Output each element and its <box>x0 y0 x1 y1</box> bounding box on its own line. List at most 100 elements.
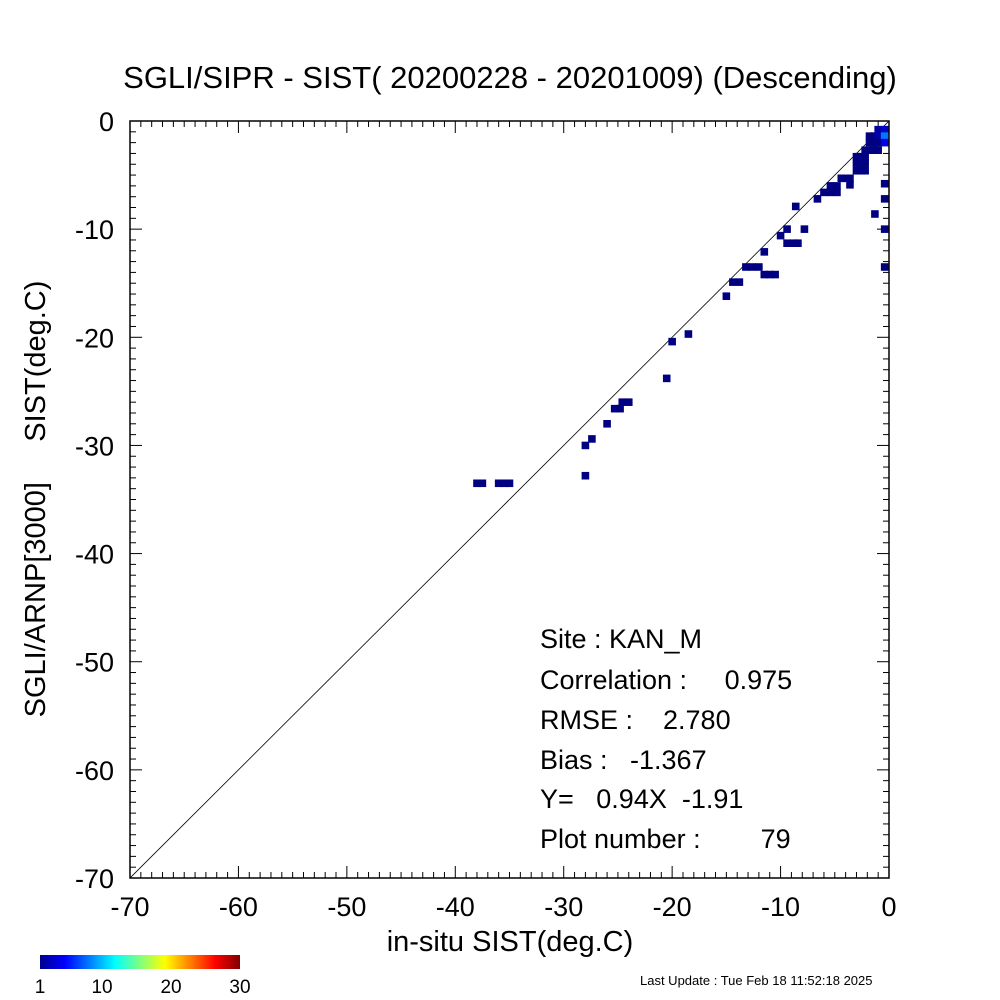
data-cell <box>662 374 671 383</box>
data-cell <box>760 248 769 256</box>
x-tick-label: -30 <box>544 892 583 922</box>
data-cell <box>748 263 757 271</box>
x-tick-label: -20 <box>653 892 692 922</box>
y-tick-label: -40 <box>75 540 114 570</box>
data-cell <box>880 263 889 271</box>
data-cell <box>494 479 503 488</box>
last-update-text: Last Update : Tue Feb 18 11:52:18 2025 <box>640 973 873 988</box>
data-cell <box>865 146 874 154</box>
data-cell <box>813 195 822 203</box>
x-tick-label: -70 <box>110 892 149 922</box>
data-cell <box>783 225 791 233</box>
data-cell <box>833 188 841 197</box>
y-tick-label: -30 <box>75 431 114 461</box>
data-cell <box>880 225 889 233</box>
data-cell <box>755 263 763 271</box>
colorbar-tick-label: 20 <box>160 977 181 998</box>
colorbar-tick-label: 30 <box>229 977 250 998</box>
data-cell <box>880 179 889 188</box>
y-tick-label: -50 <box>75 648 114 678</box>
data-cell <box>857 166 865 175</box>
data-cell <box>588 435 596 443</box>
data-cell <box>861 159 869 167</box>
data-cell <box>581 441 590 450</box>
data-cell <box>783 239 791 247</box>
data-cell <box>581 471 590 480</box>
data-cell <box>684 330 693 338</box>
data-cell <box>880 132 889 140</box>
data-cell <box>880 138 889 147</box>
stat-plot-number: Plot number : 79 <box>540 824 791 854</box>
y-tick-label: -20 <box>75 323 114 353</box>
stat-rmse: RMSE : 2.780 <box>540 705 731 735</box>
data-cell <box>874 132 882 140</box>
data-cell <box>760 270 769 279</box>
data-cell <box>505 479 514 488</box>
data-cell <box>729 278 737 286</box>
data-cell <box>861 152 869 161</box>
data-cell <box>857 159 865 167</box>
tick-labels: -70 -60 -50 -40 -30 -20 -10 0 -70 -60 -50 -40 -30 -20… <box>75 107 897 922</box>
data-cell <box>846 181 854 189</box>
data-cell <box>776 231 785 240</box>
data-cell <box>870 146 878 154</box>
x-tick-label: 0 <box>881 892 896 922</box>
stat-correlation: Correlation : 0.975 <box>540 665 792 695</box>
data-cell <box>826 188 835 197</box>
colorbar-tick-label: 10 <box>91 977 112 998</box>
x-tick-label: -10 <box>761 892 800 922</box>
data-cell <box>861 146 869 154</box>
data-cell <box>742 263 750 271</box>
data-cells <box>473 125 889 488</box>
data-cell <box>841 174 850 183</box>
x-axis-label: in-situ SIST(deg.C) <box>387 926 634 958</box>
data-cell <box>478 479 487 488</box>
x-tick-label: -50 <box>327 892 366 922</box>
data-cell <box>852 152 861 161</box>
data-cell <box>870 132 878 140</box>
data-cell <box>852 159 861 167</box>
data-cell <box>871 210 879 218</box>
data-cell <box>870 138 878 147</box>
data-cell <box>791 202 800 211</box>
colorbar-tick-labels: 1 10 20 30 <box>35 977 251 998</box>
data-cell <box>852 166 861 175</box>
data-cell <box>833 182 841 190</box>
data-cell <box>794 239 802 247</box>
colorbar-tick-label: 1 <box>35 977 46 998</box>
data-cell <box>874 125 882 134</box>
stats-box: Site : KAN_M Correlation : 0.975 RMSE : … <box>540 624 792 854</box>
stat-regression: Y= 0.94X -1.91 <box>540 784 743 814</box>
data-cell <box>837 174 846 183</box>
data-cell <box>500 479 508 488</box>
data-cell <box>846 174 854 183</box>
data-cell <box>789 239 798 247</box>
data-cell <box>603 420 611 428</box>
data-cell <box>473 479 481 488</box>
data-cell <box>874 146 882 154</box>
data-cell <box>865 132 874 140</box>
data-cell <box>800 225 809 233</box>
stat-site: Site : KAN_M <box>540 624 702 654</box>
data-cell <box>668 337 676 346</box>
chart-title: SGLI/SIPR - SIST( 20200228 - 20201009) (… <box>123 60 897 95</box>
y-tick-label: -70 <box>75 864 114 894</box>
data-cell <box>765 270 774 279</box>
x-tick-label: -40 <box>436 892 475 922</box>
data-cell <box>624 398 633 406</box>
data-cell <box>618 398 627 406</box>
data-cell <box>722 292 731 300</box>
y-tick-label: -10 <box>75 215 114 245</box>
data-cell <box>880 195 889 203</box>
data-cell <box>735 278 744 286</box>
y-axis-label: SGLI/ARNP[3000] SIST(deg.C) <box>20 281 52 718</box>
data-cell <box>826 182 835 190</box>
data-cell <box>820 188 828 197</box>
data-cell <box>880 125 889 134</box>
stat-bias: Bias : -1.367 <box>540 745 707 775</box>
data-cell <box>771 270 779 279</box>
data-cell <box>616 404 624 413</box>
y-tick-label: 0 <box>99 107 114 137</box>
data-cell <box>861 166 869 175</box>
